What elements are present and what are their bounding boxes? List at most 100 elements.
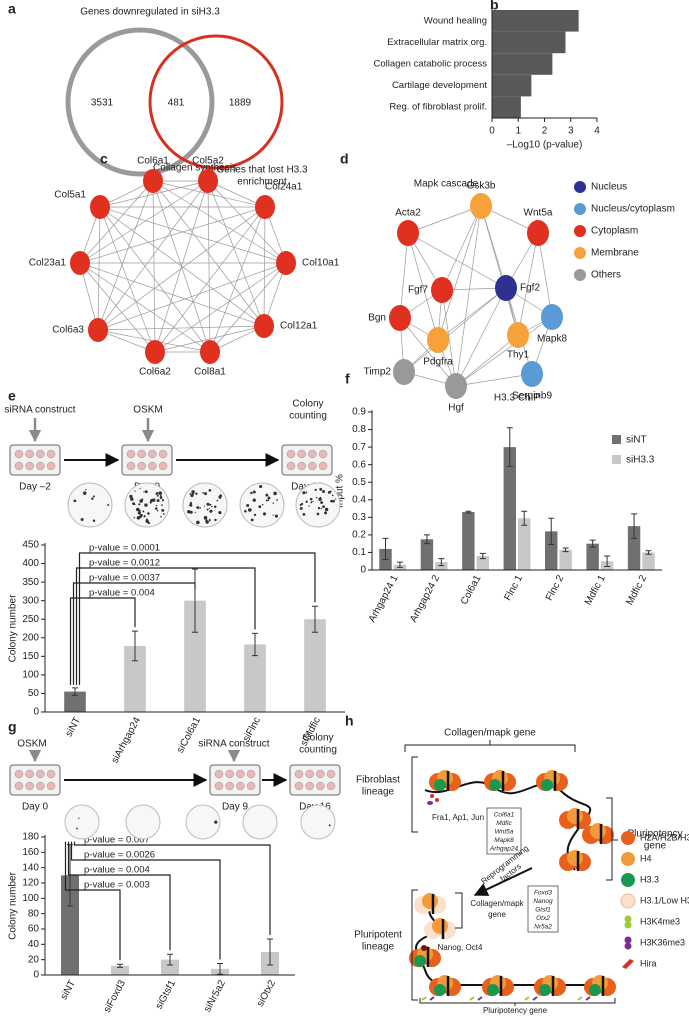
plate-well xyxy=(25,769,34,779)
colony xyxy=(85,489,87,491)
y-tick-label: 0 xyxy=(360,565,366,576)
legend-swatch xyxy=(612,435,621,444)
colony xyxy=(252,490,256,494)
network-edge xyxy=(97,206,266,331)
network-edge xyxy=(209,206,266,353)
colony xyxy=(246,504,250,507)
comparison-label: p-value = 0.004 xyxy=(89,588,155,599)
legend-label: Hira xyxy=(640,958,657,968)
y-tick-label: 120 xyxy=(22,878,39,889)
error-bar xyxy=(548,517,555,546)
dish xyxy=(64,804,100,840)
plate-well xyxy=(305,769,314,779)
y-tick-label: 0.4 xyxy=(352,494,366,505)
plate-well xyxy=(225,769,234,779)
bar xyxy=(124,645,146,712)
step-label: Colony xyxy=(292,399,323,410)
plate-well xyxy=(305,781,314,791)
network-edge xyxy=(263,206,266,327)
colony xyxy=(139,499,143,503)
colony xyxy=(139,487,141,490)
plate-well xyxy=(25,461,34,471)
colony xyxy=(159,494,162,497)
y-tick-label: 0 xyxy=(33,707,39,718)
network-node xyxy=(431,277,453,303)
mark xyxy=(421,945,427,951)
bar xyxy=(304,619,326,712)
colony xyxy=(214,518,217,522)
plate-well xyxy=(36,781,45,791)
colony xyxy=(189,501,193,505)
node-label: Col10a1 xyxy=(302,258,340,269)
comparison-label: p-value = 0.0001 xyxy=(89,543,160,554)
step-label: siRNA construct xyxy=(198,739,269,750)
network-node xyxy=(255,195,275,219)
gene-box xyxy=(527,885,559,933)
colony xyxy=(78,817,80,819)
plate-well xyxy=(25,781,34,791)
bracket-label: Pluripotency xyxy=(627,829,682,840)
network-edge xyxy=(537,232,553,318)
colony xyxy=(203,516,208,520)
network-node xyxy=(90,195,110,219)
lineage-label: Pluripotent xyxy=(354,930,402,941)
network-edge xyxy=(407,232,439,341)
network-title: Mapk cascade xyxy=(414,179,479,190)
category-label: Reg. of fibroblast prolif. xyxy=(389,102,487,113)
legend-label: H2A/H2B/H3.1 xyxy=(640,832,689,842)
legend-label: siNT xyxy=(626,435,647,446)
error-bar xyxy=(117,963,123,968)
colony xyxy=(199,507,201,509)
colony xyxy=(208,507,210,510)
colony xyxy=(151,498,156,502)
y-tick-label: 40 xyxy=(28,939,40,950)
network-edge xyxy=(79,262,265,327)
x-tick-label: 4 xyxy=(594,126,600,137)
y-tick-label: 0.8 xyxy=(352,424,366,435)
step-label: OSKM xyxy=(17,739,46,750)
colony xyxy=(155,504,158,507)
legend-swatch xyxy=(612,455,621,464)
plate xyxy=(289,764,341,796)
error-bar xyxy=(252,632,258,657)
colony xyxy=(316,512,320,516)
node-label: Mapk8 xyxy=(537,334,567,345)
error-bar xyxy=(72,687,78,696)
colony xyxy=(156,499,160,503)
colony xyxy=(156,494,159,497)
plate-well xyxy=(294,769,304,779)
bracket xyxy=(606,797,618,881)
network-node xyxy=(427,327,449,353)
venn-caption: Genes that lost H3.3 xyxy=(216,165,308,176)
colony xyxy=(322,489,326,493)
plate-well xyxy=(326,781,336,791)
legend-label: H3.3 xyxy=(640,874,659,884)
node-label: Col5a1 xyxy=(54,190,86,201)
legend-label: H3K4me3 xyxy=(640,916,680,926)
colony xyxy=(189,492,192,495)
error-bar xyxy=(192,568,198,633)
venn-count: 1889 xyxy=(229,98,252,109)
legend-label: H4 xyxy=(640,853,652,863)
colony xyxy=(144,503,148,507)
gene-label: Gtsf1 xyxy=(535,907,551,914)
y-tick-label: 0.7 xyxy=(352,442,366,453)
colony xyxy=(158,491,162,495)
comparison-bracket xyxy=(64,841,121,961)
bar xyxy=(492,53,553,75)
plate-well xyxy=(286,449,296,459)
plate xyxy=(9,444,61,476)
colony xyxy=(253,513,257,517)
nucleosome xyxy=(567,808,583,824)
node-label: Hgf xyxy=(448,403,464,414)
network-edge xyxy=(97,262,287,331)
colony xyxy=(131,497,134,500)
node-label: Gsk3b xyxy=(467,181,496,192)
mark xyxy=(532,996,538,1001)
colony xyxy=(259,484,263,489)
network-edge xyxy=(79,180,154,264)
colony xyxy=(272,502,274,504)
comparison-label: p-value = 0.004 xyxy=(84,865,150,876)
colony xyxy=(209,509,213,513)
colony xyxy=(265,499,268,502)
